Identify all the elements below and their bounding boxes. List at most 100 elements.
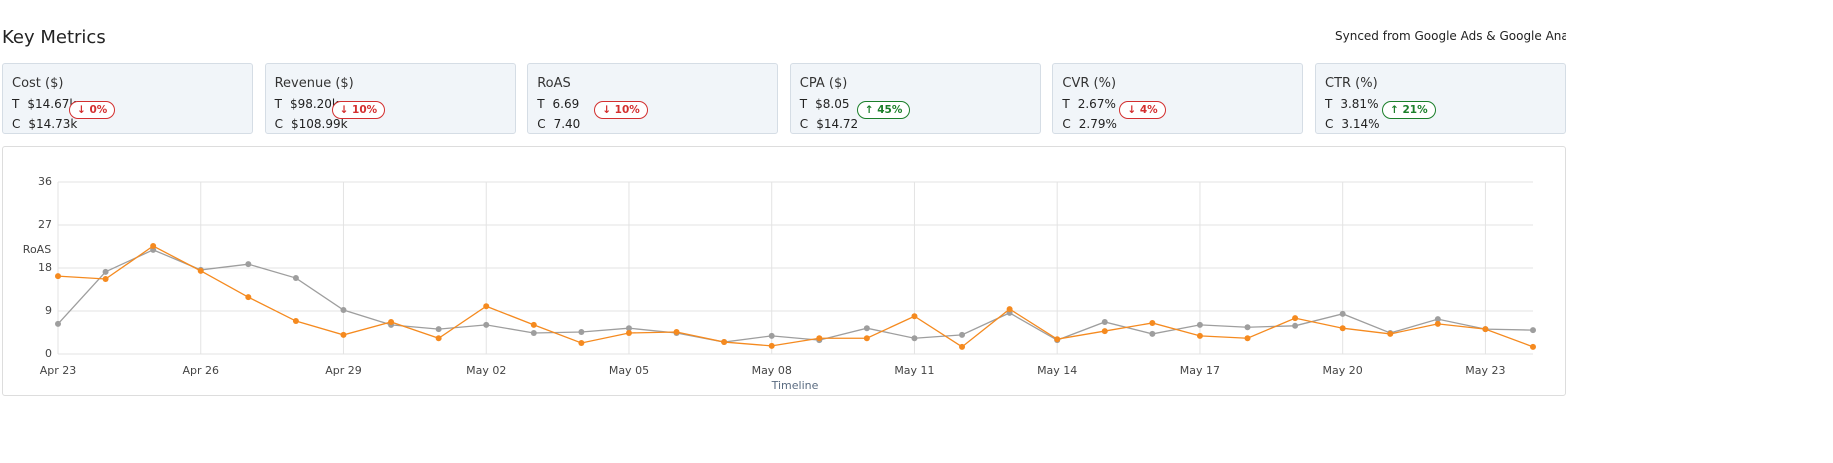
card-row: T 3.81%: [1325, 97, 1378, 111]
change-badge: ↓ 0%: [69, 101, 116, 119]
row-value: 3.14%: [1341, 117, 1380, 131]
data-point: [245, 261, 252, 268]
row-value: $14.72: [816, 117, 859, 131]
data-point: [55, 273, 61, 280]
data-point: [1292, 315, 1299, 322]
x-tick-label: May 17: [1180, 364, 1220, 377]
sync-note: Synced from Google Ads & Google Analytic…: [1335, 29, 1566, 43]
dashboard: Key Metrics Synced from Google Ads & Goo…: [2, 27, 1566, 396]
data-point: [530, 321, 537, 328]
row-label: T: [1325, 97, 1333, 111]
data-point: [625, 325, 632, 332]
data-point: [388, 318, 395, 325]
metric-card: RoAS T 6.69 C 7.40 ↓ 10%: [527, 63, 779, 134]
card-row: C $14.73k: [12, 117, 77, 131]
row-value: $14.67k: [27, 97, 77, 111]
change-badge: ↓ 10%: [594, 101, 648, 119]
data-point: [863, 335, 870, 342]
data-point: [435, 326, 442, 333]
y-tick-label: 27: [38, 218, 52, 231]
data-point: [292, 318, 299, 325]
data-point: [673, 329, 680, 336]
card-row: C 2.79%: [1062, 117, 1117, 131]
data-point: [1339, 310, 1346, 317]
data-point: [1196, 321, 1203, 328]
row-label: C: [537, 117, 546, 131]
change-badge: ↓ 4%: [1119, 101, 1166, 119]
card-label: CPA ($): [799, 76, 848, 91]
data-point: [1149, 319, 1156, 326]
card-label: CTR (%): [1325, 76, 1378, 91]
card-row: T 6.69: [537, 97, 579, 111]
x-tick-label: Apr 26: [182, 364, 219, 377]
data-point: [959, 343, 966, 350]
card-row: C $108.99k: [275, 117, 348, 131]
series-line: [57, 245, 1534, 348]
x-tick-label: May 02: [466, 364, 506, 377]
change-badge: ↓ 10%: [331, 101, 386, 119]
row-value: 2.67%: [1077, 97, 1116, 111]
page-title: Key Metrics: [2, 27, 106, 48]
data-point: [1530, 343, 1536, 350]
row-value: $108.99k: [290, 117, 348, 131]
metric-card: Revenue ($) T $98.20k C $108.99k ↓ 10%: [264, 63, 516, 134]
metric-card: CTR (%) T 3.81% C 3.14% ↑ 21%: [1315, 63, 1566, 134]
row-value: 2.79%: [1078, 117, 1117, 131]
data-point: [1434, 316, 1441, 323]
data-point: [1244, 335, 1251, 342]
data-point: [340, 331, 347, 338]
row-label: T: [799, 97, 808, 111]
data-point: [1101, 318, 1108, 325]
data-point: [102, 268, 109, 275]
row-label: C: [274, 117, 283, 131]
row-label: C: [1325, 117, 1334, 131]
chart: 0 9 18 27 36 Apr 23 Apr 26 Apr 29 May 02 May 05 Ma…: [23, 175, 1536, 392]
metric-card: CVR (%) T 2.67% C 2.79% ↓ 4%: [1052, 63, 1304, 134]
data-point: [816, 335, 823, 342]
chart-panel: [2, 146, 1566, 396]
metric-card: CPA ($) T $8.05 C $14.72 ↑ 45%: [789, 63, 1041, 134]
data-point: [55, 320, 61, 327]
card-row: T 2.67%: [1062, 97, 1115, 111]
row-value: 7.40: [553, 117, 581, 131]
x-tick-label: Apr 23: [40, 364, 77, 377]
x-tick-label: May 14: [1037, 364, 1077, 377]
row-value: $8.05: [815, 97, 850, 111]
data-point: [911, 335, 918, 342]
data-point: [292, 275, 299, 282]
data-point: [768, 342, 775, 349]
row-label: T: [274, 97, 282, 111]
data-point: [578, 340, 585, 347]
card-row: C 7.40: [537, 117, 580, 131]
row-label: C: [12, 117, 21, 131]
series-line: [57, 249, 1534, 343]
row-value: 6.69: [552, 97, 580, 111]
row-value: $14.73k: [28, 117, 78, 131]
data-point: [340, 307, 347, 314]
x-tick-label: May 08: [752, 364, 792, 377]
change-badge: ↑ 45%: [856, 101, 911, 119]
row-label: C: [799, 117, 809, 131]
card-row: T $8.05: [800, 97, 850, 111]
data-point: [1292, 322, 1299, 329]
x-tick-label: May 11: [894, 364, 934, 377]
x-axis-label: Timeline: [771, 379, 819, 392]
data-point: [768, 332, 775, 339]
data-point: [1387, 330, 1394, 337]
data-point: [435, 335, 442, 342]
row-label: C: [1062, 117, 1071, 131]
card-label: CVR (%): [1062, 76, 1117, 91]
card-row: C $14.72: [800, 117, 858, 131]
data-point: [863, 325, 870, 332]
data-point: [1244, 324, 1251, 331]
x-tick-label: May 05: [609, 364, 649, 377]
data-point: [483, 321, 490, 328]
card-label: Revenue ($): [274, 76, 354, 91]
x-tick-label: Apr 29: [325, 364, 362, 377]
data-point: [1339, 325, 1346, 332]
data-point: [102, 275, 109, 282]
change-badge: ↑ 21%: [1382, 101, 1436, 119]
data-point: [578, 329, 585, 336]
data-point: [197, 267, 204, 274]
